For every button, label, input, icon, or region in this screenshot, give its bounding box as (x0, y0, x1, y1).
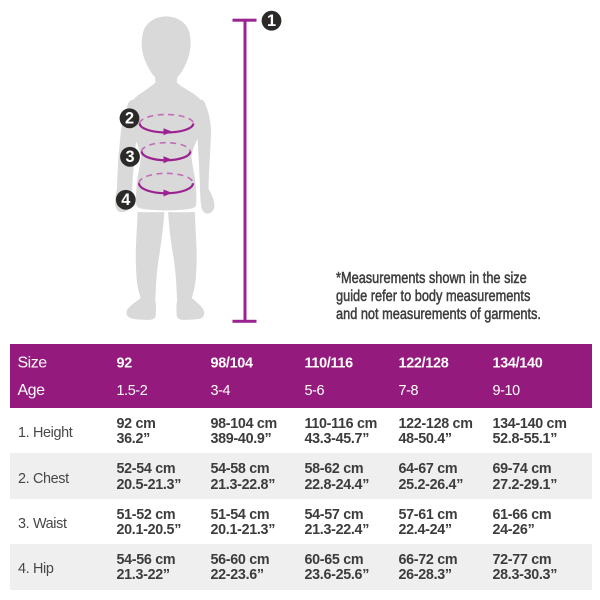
svg-text:2: 2 (125, 110, 134, 128)
svg-text:4: 4 (121, 191, 130, 209)
svg-text:1: 1 (267, 12, 276, 30)
svg-text:3: 3 (125, 148, 134, 166)
